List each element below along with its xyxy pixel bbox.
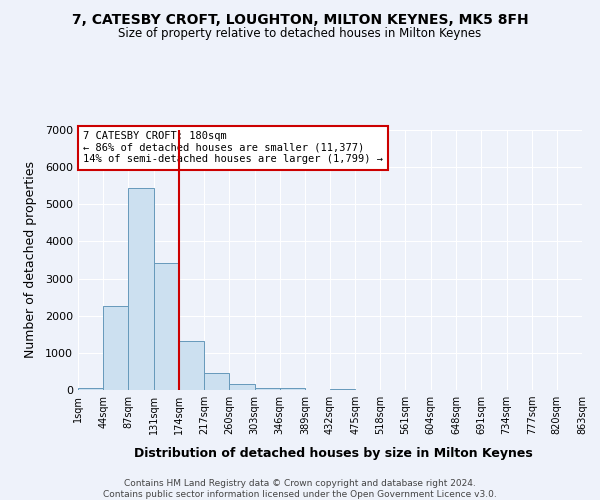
Bar	[280, 388, 305, 390]
Bar	[179, 341, 204, 390]
Text: Distribution of detached houses by size in Milton Keynes: Distribution of detached houses by size …	[134, 448, 532, 460]
Bar	[254, 388, 280, 390]
Text: 7 CATESBY CROFT: 180sqm
← 86% of detached houses are smaller (11,377)
14% of sem: 7 CATESBY CROFT: 180sqm ← 86% of detache…	[83, 132, 383, 164]
Text: Size of property relative to detached houses in Milton Keynes: Size of property relative to detached ho…	[118, 28, 482, 40]
Bar	[204, 373, 229, 390]
Bar	[78, 388, 103, 390]
Bar	[330, 388, 355, 390]
Bar	[128, 188, 154, 390]
Bar	[229, 384, 254, 390]
Text: Contains public sector information licensed under the Open Government Licence v3: Contains public sector information licen…	[103, 490, 497, 499]
Text: Contains HM Land Registry data © Crown copyright and database right 2024.: Contains HM Land Registry data © Crown c…	[124, 479, 476, 488]
Text: 7, CATESBY CROFT, LOUGHTON, MILTON KEYNES, MK5 8FH: 7, CATESBY CROFT, LOUGHTON, MILTON KEYNE…	[71, 12, 529, 26]
Y-axis label: Number of detached properties: Number of detached properties	[23, 162, 37, 358]
Bar	[103, 306, 128, 390]
Bar	[154, 263, 179, 390]
